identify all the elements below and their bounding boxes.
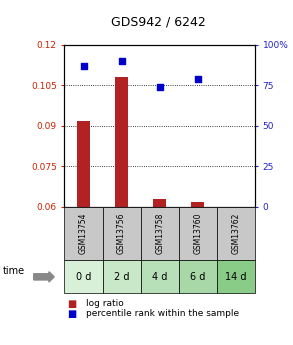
Bar bbox=[77, 120, 90, 207]
Text: GSM13754: GSM13754 bbox=[79, 213, 88, 255]
Point bbox=[119, 58, 124, 64]
Text: 6 d: 6 d bbox=[190, 272, 205, 282]
Text: 2 d: 2 d bbox=[114, 272, 129, 282]
Bar bbox=[153, 199, 166, 207]
Text: GSM13756: GSM13756 bbox=[117, 213, 126, 255]
Text: 0 d: 0 d bbox=[76, 272, 91, 282]
Text: 14 d: 14 d bbox=[225, 272, 247, 282]
Text: GSM13760: GSM13760 bbox=[193, 213, 202, 255]
Text: time: time bbox=[3, 266, 25, 276]
Text: GDS942 / 6242: GDS942 / 6242 bbox=[111, 16, 206, 29]
Text: GSM13762: GSM13762 bbox=[231, 213, 240, 254]
Text: GSM13758: GSM13758 bbox=[155, 213, 164, 254]
Text: percentile rank within the sample: percentile rank within the sample bbox=[86, 309, 240, 318]
Bar bbox=[191, 201, 205, 207]
Point bbox=[157, 84, 162, 90]
Text: ■: ■ bbox=[67, 299, 77, 308]
Text: ■: ■ bbox=[67, 309, 77, 319]
Text: log ratio: log ratio bbox=[86, 299, 124, 308]
Text: 4 d: 4 d bbox=[152, 272, 167, 282]
Bar bbox=[115, 77, 128, 207]
Point bbox=[81, 63, 86, 69]
Point bbox=[195, 76, 200, 82]
